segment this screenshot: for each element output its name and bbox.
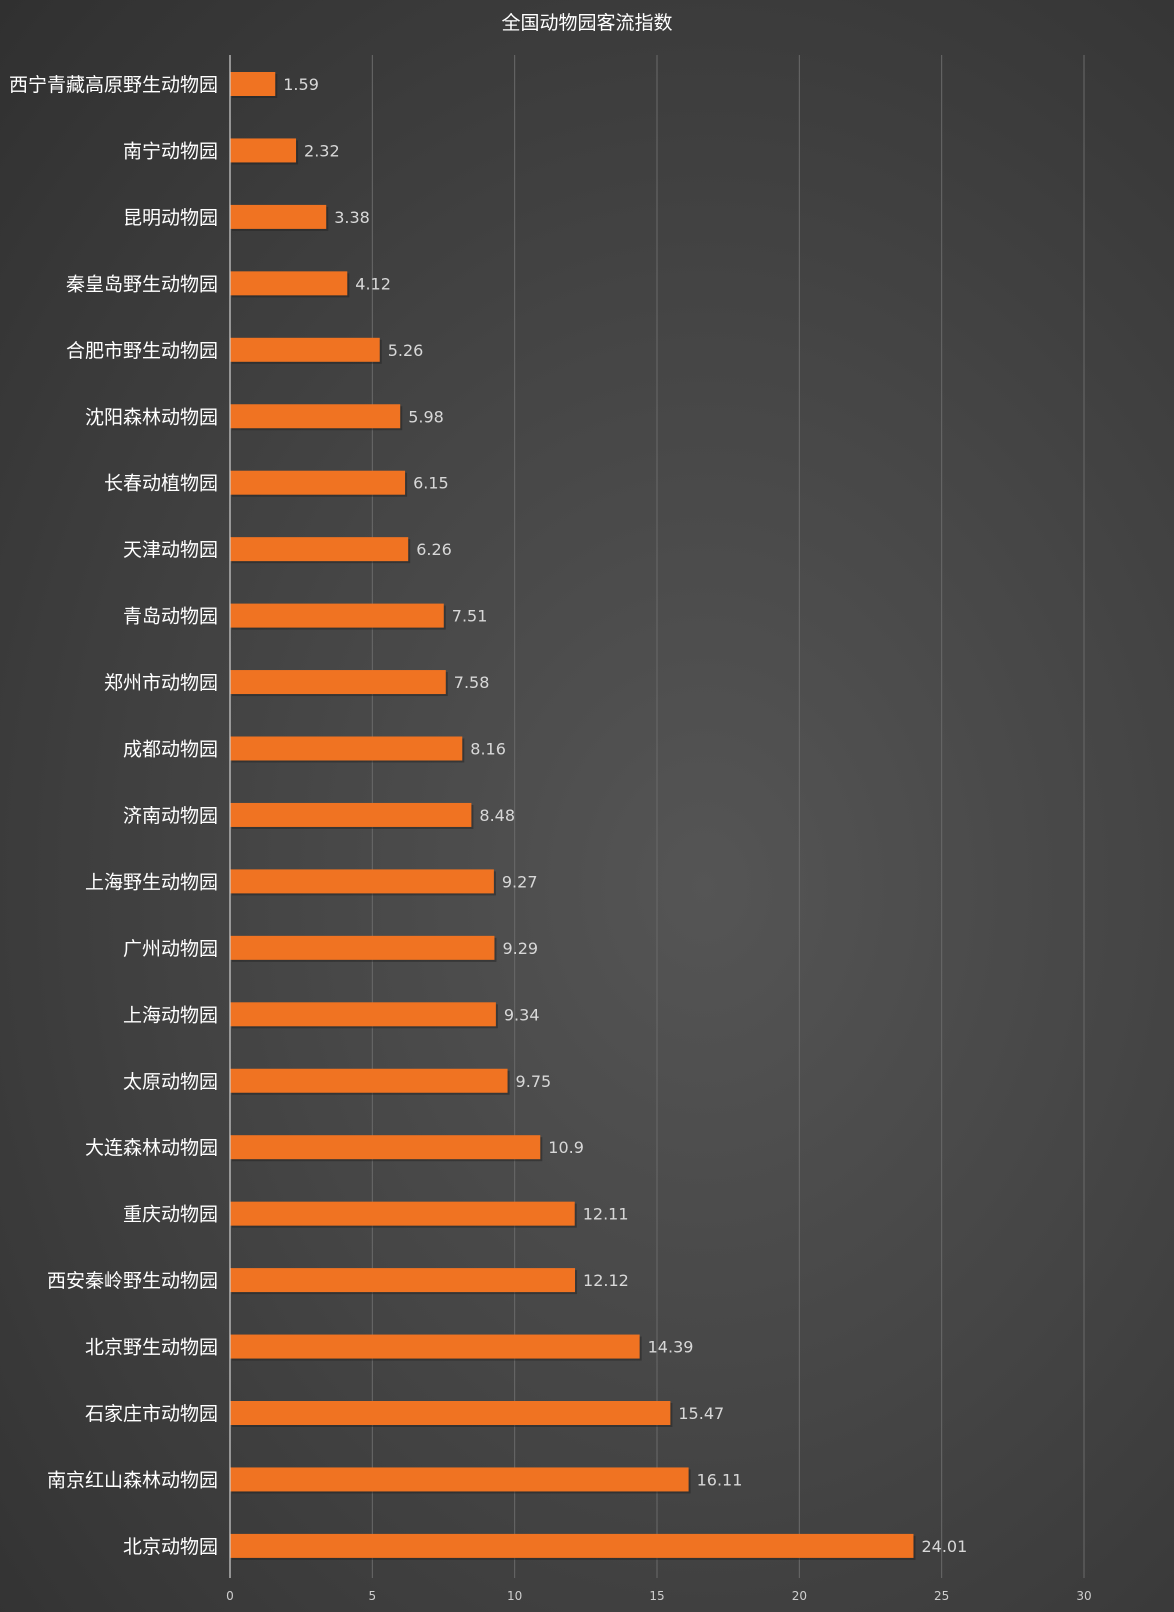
x-tick-label: 0 <box>226 1589 234 1603</box>
chart-title: 全国动物园客流指数 <box>501 12 673 34</box>
data-label: 5.26 <box>388 341 424 360</box>
category-label: 南宁动物园 <box>123 140 218 162</box>
bar <box>230 670 446 695</box>
data-label: 15.47 <box>678 1404 724 1423</box>
data-label: 7.58 <box>454 673 490 692</box>
x-tick-label: 25 <box>934 1589 949 1603</box>
bar <box>230 869 494 894</box>
x-tick-label: 30 <box>1076 1589 1091 1603</box>
category-label: 成都动物园 <box>123 739 218 761</box>
category-label: 上海动物园 <box>123 1004 218 1026</box>
data-label: 7.51 <box>452 607 488 626</box>
category-label: 广州动物园 <box>123 938 218 960</box>
data-label: 9.29 <box>502 939 538 958</box>
category-label: 大连森林动物园 <box>85 1137 218 1159</box>
bar <box>230 1334 640 1359</box>
data-label: 9.27 <box>502 872 538 891</box>
bar <box>230 1268 576 1293</box>
x-tick-label: 10 <box>507 1589 522 1603</box>
bar <box>230 537 409 562</box>
data-label: 16.11 <box>697 1470 743 1489</box>
x-tick-label: 20 <box>792 1589 807 1603</box>
bar <box>230 1201 575 1226</box>
data-label: 1.59 <box>283 75 319 94</box>
bar <box>230 1401 671 1425</box>
data-label: 4.12 <box>355 274 391 293</box>
bar <box>230 1533 914 1558</box>
category-label: 济南动物园 <box>123 805 218 827</box>
bar <box>230 404 401 429</box>
category-label: 重庆动物园 <box>123 1204 218 1226</box>
data-label: 8.48 <box>479 806 515 825</box>
data-label: 10.9 <box>548 1138 584 1157</box>
bar <box>230 204 327 229</box>
bar <box>230 802 472 827</box>
category-label: 北京野生动物园 <box>85 1337 218 1359</box>
bar <box>230 72 276 96</box>
category-label: 北京动物园 <box>123 1536 218 1558</box>
category-label: 合肥市野生动物园 <box>66 340 218 362</box>
data-label: 14.39 <box>648 1338 694 1357</box>
category-label: 长春动植物园 <box>104 473 218 495</box>
x-tick-label: 5 <box>369 1589 377 1603</box>
category-label: 西宁青藏高原野生动物园 <box>9 74 218 96</box>
data-label: 5.98 <box>408 407 444 426</box>
bar <box>230 1002 496 1027</box>
x-tick-label: 15 <box>649 1589 664 1603</box>
bar <box>230 1135 541 1160</box>
category-label: 沈阳森林动物园 <box>85 406 218 428</box>
category-label: 秦皇岛野生动物园 <box>66 273 218 295</box>
data-label: 9.34 <box>504 1005 540 1024</box>
bar <box>230 935 495 960</box>
category-label: 青岛动物园 <box>123 606 218 628</box>
data-label: 6.26 <box>416 540 452 559</box>
data-label: 12.11 <box>583 1205 629 1224</box>
data-label: 8.16 <box>470 740 506 759</box>
bar <box>230 470 406 495</box>
bar <box>230 271 348 296</box>
category-label: 西安秦岭野生动物园 <box>47 1270 218 1292</box>
category-label: 太原动物园 <box>123 1071 218 1093</box>
data-label: 9.75 <box>516 1072 552 1091</box>
bar <box>230 736 463 761</box>
category-label: 郑州市动物园 <box>104 672 218 694</box>
data-label: 12.12 <box>583 1271 629 1290</box>
category-label: 南京红山森林动物园 <box>47 1469 218 1491</box>
bar <box>230 1068 508 1093</box>
data-label: 3.38 <box>334 208 370 227</box>
data-label: 24.01 <box>921 1537 967 1556</box>
category-label: 昆明动物园 <box>123 207 218 229</box>
category-label: 石家庄市动物园 <box>85 1403 218 1425</box>
bar <box>230 1467 689 1492</box>
bar <box>230 138 297 163</box>
data-label: 6.15 <box>413 474 449 493</box>
data-label: 2.32 <box>304 141 340 160</box>
category-label: 上海野生动物园 <box>85 871 218 893</box>
bar <box>230 337 380 362</box>
bar <box>230 603 444 628</box>
category-label: 天津动物园 <box>123 539 218 561</box>
